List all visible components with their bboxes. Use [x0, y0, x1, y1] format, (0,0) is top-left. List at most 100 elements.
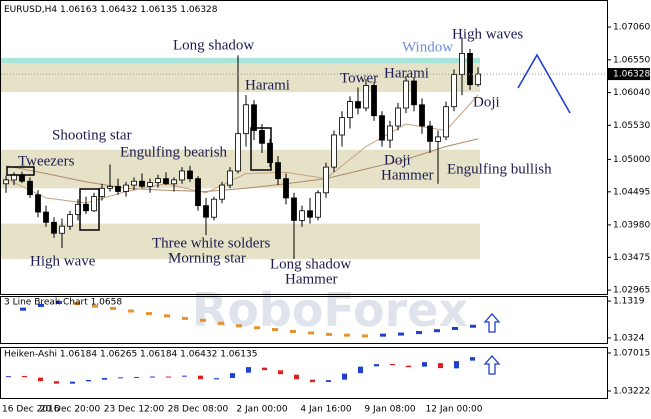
header-high: 1.06432: [100, 5, 137, 15]
ha-bar: [374, 364, 379, 367]
annotation: Engulfing bearish: [120, 144, 228, 160]
candle-body: [99, 187, 105, 198]
x-tick-label: 12 Jan 00:00: [426, 405, 483, 415]
y-tick-label: 1.03980: [613, 220, 650, 230]
candle-body: [35, 194, 41, 213]
brick: [164, 314, 170, 318]
candle-body: [379, 115, 385, 141]
window-zone: [1, 57, 480, 64]
candle-body: [475, 73, 481, 86]
ha-bar: [310, 379, 315, 383]
candle-body: [91, 196, 97, 212]
ha-bar: [422, 362, 427, 367]
x-tick-label: 16 Dec 2016: [2, 405, 60, 415]
up-arrow: [483, 313, 501, 333]
ha-bar: [262, 367, 267, 371]
watermark: RoboForex: [192, 283, 468, 337]
x-tick-label: 4 Jan 16:00: [300, 405, 352, 415]
zone: [1, 59, 480, 92]
ha-bar: [102, 377, 107, 380]
y-tick-label: 1.0324: [613, 333, 645, 343]
candle-body: [387, 125, 393, 141]
x-tick-label: 9 Jan 08:00: [364, 405, 416, 415]
brick: [218, 321, 224, 325]
candle-body: [51, 221, 57, 234]
candle-body: [43, 211, 49, 223]
header-low: 1.06135: [140, 5, 177, 15]
annotation: Hammer: [285, 271, 337, 287]
candle-body: [251, 104, 257, 131]
annotation: Engulfing bullish: [447, 161, 552, 177]
x-tick-label: 23 Dec 12:00: [104, 405, 165, 415]
x-tick-label: 28 Dec 08:00: [168, 405, 229, 415]
brick: [146, 312, 152, 316]
ha-bar: [390, 363, 395, 366]
up-arrow: [483, 355, 501, 375]
annotation: High wave: [30, 253, 96, 269]
ha-bar: [278, 370, 283, 375]
annotation: Doji: [384, 152, 411, 168]
candle-body: [211, 198, 217, 218]
ha-bar: [454, 361, 459, 369]
candle-body: [3, 179, 9, 185]
y-tick-label: 1.03475: [613, 253, 650, 263]
ha-bar: [438, 363, 443, 369]
candle-body: [139, 180, 145, 187]
brick: [200, 318, 206, 322]
candle-body: [19, 174, 25, 182]
ha-bar: [214, 378, 219, 380]
brick: [56, 300, 62, 304]
annotation: High waves: [452, 26, 523, 42]
candle-body: [459, 52, 465, 75]
candle-body: [195, 178, 201, 207]
x-tick-label: 20 Dec 20:00: [40, 405, 101, 415]
ha-bar: [70, 381, 75, 384]
pattern-box: [79, 188, 100, 231]
ha-bar: [86, 379, 91, 382]
moving-average: [5, 138, 479, 193]
candle-body: [331, 134, 337, 168]
annotation: Tweezers: [18, 153, 75, 169]
candle-body: [179, 170, 185, 181]
candle-body: [435, 136, 441, 142]
pattern-box: [6, 166, 35, 176]
annotation: Hammer: [381, 167, 433, 183]
candle-body: [443, 106, 449, 138]
brick: [74, 302, 80, 306]
y-tick-label: 1.06550: [613, 55, 650, 65]
panel-title: 3 Line Break Chart 1.0658: [4, 298, 122, 308]
candle-body: [243, 104, 249, 135]
y-tick-label: 1.02965: [613, 286, 650, 296]
candle-body: [67, 214, 73, 227]
ha-bar: [246, 367, 251, 373]
y-tick-label: 1.07015: [613, 348, 650, 358]
ha-bar: [342, 373, 347, 380]
ha-bar: [150, 376, 155, 378]
header-close: 1.06328: [180, 5, 217, 15]
annotation: Harami: [245, 77, 290, 93]
candle-body: [283, 178, 289, 199]
candle-body: [307, 210, 313, 218]
symbol: EURUSD,H4: [4, 5, 57, 15]
ha-bar: [38, 377, 43, 382]
candle-body: [131, 180, 137, 186]
brick: [470, 324, 476, 328]
candle-body: [363, 85, 369, 109]
candle-body: [427, 125, 433, 142]
candle-body: [267, 142, 273, 163]
candle-body: [187, 170, 193, 180]
candle-body: [451, 74, 457, 108]
candle-body: [347, 101, 353, 119]
candle-body: [291, 197, 297, 221]
ha-bar: [326, 380, 331, 382]
brick: [434, 329, 440, 333]
candle-body: [371, 85, 377, 117]
candle-body: [323, 166, 329, 194]
candle-body: [259, 130, 265, 144]
panel-title: Heiken-Ashi 1.06184 1.06265 1.06184 1.06…: [4, 350, 257, 360]
brick: [398, 332, 404, 336]
brick: [452, 326, 458, 330]
brick: [326, 332, 332, 336]
ha-bar: [134, 376, 139, 378]
ha-bar: [6, 376, 11, 378]
